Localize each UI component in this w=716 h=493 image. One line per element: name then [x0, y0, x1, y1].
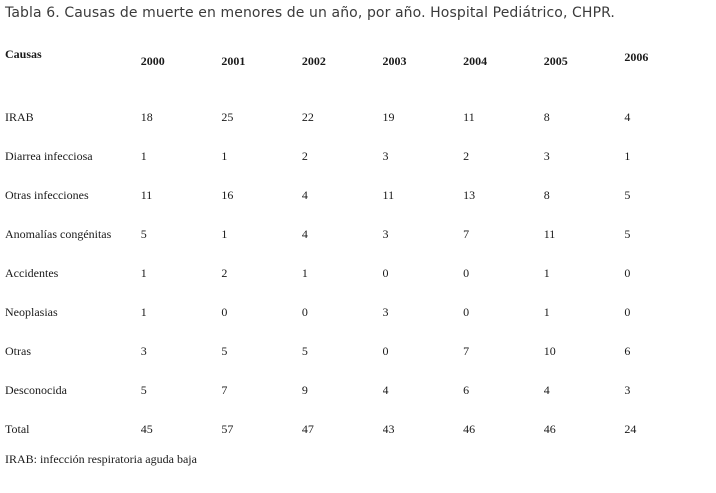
table-row: Accidentes 1 2 1 0 0 1 0	[5, 254, 705, 293]
header-year: 2005	[543, 54, 568, 68]
header-row: Causas 2000 2001 2002 2003 2004 2005 2006	[5, 39, 705, 98]
value-cell: 1	[624, 149, 631, 163]
table-body: IRAB 18 25 22 19 11 8 4 Diarrea infecciosa 1 1 2 3 2 3…	[5, 98, 705, 449]
value-cell: 0	[624, 266, 631, 280]
header-year: 2000	[140, 54, 165, 68]
value-cell: 0	[624, 305, 631, 319]
value-cell: 4	[543, 383, 550, 397]
value-cell: 2	[463, 149, 470, 163]
value-cell: 13	[463, 188, 476, 202]
value-cell: 8	[543, 188, 550, 202]
value-cell: 16	[221, 188, 234, 202]
value-cell: 0	[382, 344, 389, 358]
value-cell: 18	[140, 110, 153, 124]
value-cell: 1	[221, 227, 228, 241]
row-label: Diarrea infecciosa	[5, 149, 93, 163]
value-cell: 1	[140, 266, 147, 280]
header-year: 2001	[221, 54, 246, 68]
value-cell: 0	[221, 305, 228, 319]
value-cell: 5	[624, 227, 631, 241]
value-cell: 11	[543, 227, 556, 241]
value-cell: 24	[624, 422, 637, 436]
value-cell: 45	[140, 422, 153, 436]
value-cell: 7	[463, 344, 470, 358]
header-year: 2002	[301, 54, 326, 68]
header-year: 2004	[463, 54, 488, 68]
value-cell: 3	[543, 149, 550, 163]
value-cell: 3	[382, 227, 389, 241]
table-footnote: IRAB: infección respiratoria aguda baja	[5, 452, 197, 466]
value-cell: 43	[382, 422, 395, 436]
row-label: IRAB	[5, 110, 34, 124]
value-cell: 7	[463, 227, 470, 241]
value-cell: 5	[140, 227, 147, 241]
value-cell: 1	[140, 305, 147, 319]
table-title: Tabla 6. Causas de muerte en menores de …	[5, 5, 615, 21]
mortality-table: Causas 2000 2001 2002 2003 2004 2005 2006 IRAB…	[5, 39, 705, 449]
value-cell: 10	[543, 344, 556, 358]
value-cell: 2	[221, 266, 228, 280]
table-row: IRAB 18 25 22 19 11 8 4	[5, 98, 705, 137]
value-cell: 6	[463, 383, 470, 397]
value-cell: 0	[463, 305, 470, 319]
row-label: Neoplasias	[5, 305, 58, 319]
value-cell: 9	[301, 383, 308, 397]
value-cell: 11	[382, 188, 395, 202]
value-cell: 8	[543, 110, 550, 124]
value-cell: 5	[140, 383, 147, 397]
value-cell: 0	[463, 266, 470, 280]
value-cell: 57	[221, 422, 234, 436]
value-cell: 11	[140, 188, 153, 202]
value-cell: 0	[382, 266, 389, 280]
value-cell: 25	[221, 110, 234, 124]
value-cell: 1	[543, 305, 550, 319]
value-cell: 5	[624, 188, 631, 202]
value-cell: 3	[382, 149, 389, 163]
value-cell: 1	[140, 149, 147, 163]
header-year: 2006	[624, 50, 649, 64]
value-cell: 5	[301, 344, 308, 358]
value-cell: 4	[301, 188, 308, 202]
value-cell: 4	[624, 110, 631, 124]
value-cell: 0	[301, 305, 308, 319]
value-cell: 6	[624, 344, 631, 358]
value-cell: 2	[301, 149, 308, 163]
value-cell: 46	[463, 422, 476, 436]
table-row: Otras infecciones 11 16 4 11 13 8 5	[5, 176, 705, 215]
row-label: Desconocida	[5, 383, 67, 397]
table-row: Total 45 57 47 43 46 46 24	[5, 410, 705, 449]
table-row: Otras 3 5 5 0 7 10 6	[5, 332, 705, 371]
header-causas: Causas	[5, 47, 42, 61]
value-cell: 11	[463, 110, 475, 124]
header-year: 2003	[382, 54, 407, 68]
row-label: Otras infecciones	[5, 188, 89, 202]
value-cell: 4	[301, 227, 308, 241]
value-cell: 3	[382, 305, 389, 319]
value-cell: 4	[382, 383, 389, 397]
value-cell: 47	[301, 422, 314, 436]
table-row: Desconocida 5 7 9 4 6 4 3	[5, 371, 705, 410]
value-cell: 46	[543, 422, 556, 436]
value-cell: 1	[301, 266, 308, 280]
value-cell: 22	[301, 110, 314, 124]
row-label: Anomalías congénitas	[5, 227, 112, 241]
value-cell: 3	[624, 383, 631, 397]
value-cell: 1	[221, 149, 228, 163]
row-label: Accidentes	[5, 266, 59, 280]
row-label: Total	[5, 422, 30, 436]
table-row: Anomalías congénitas 5 1 4 3 7 11 5	[5, 215, 705, 254]
row-label: Otras	[5, 344, 31, 358]
value-cell: 7	[221, 383, 228, 397]
value-cell: 19	[382, 110, 395, 124]
value-cell: 3	[140, 344, 147, 358]
table-row: Diarrea infecciosa 1 1 2 3 2 3 1	[5, 137, 705, 176]
value-cell: 1	[543, 266, 550, 280]
value-cell: 5	[221, 344, 228, 358]
table-row: Neoplasias 1 0 0 3 0 1 0	[5, 293, 705, 332]
